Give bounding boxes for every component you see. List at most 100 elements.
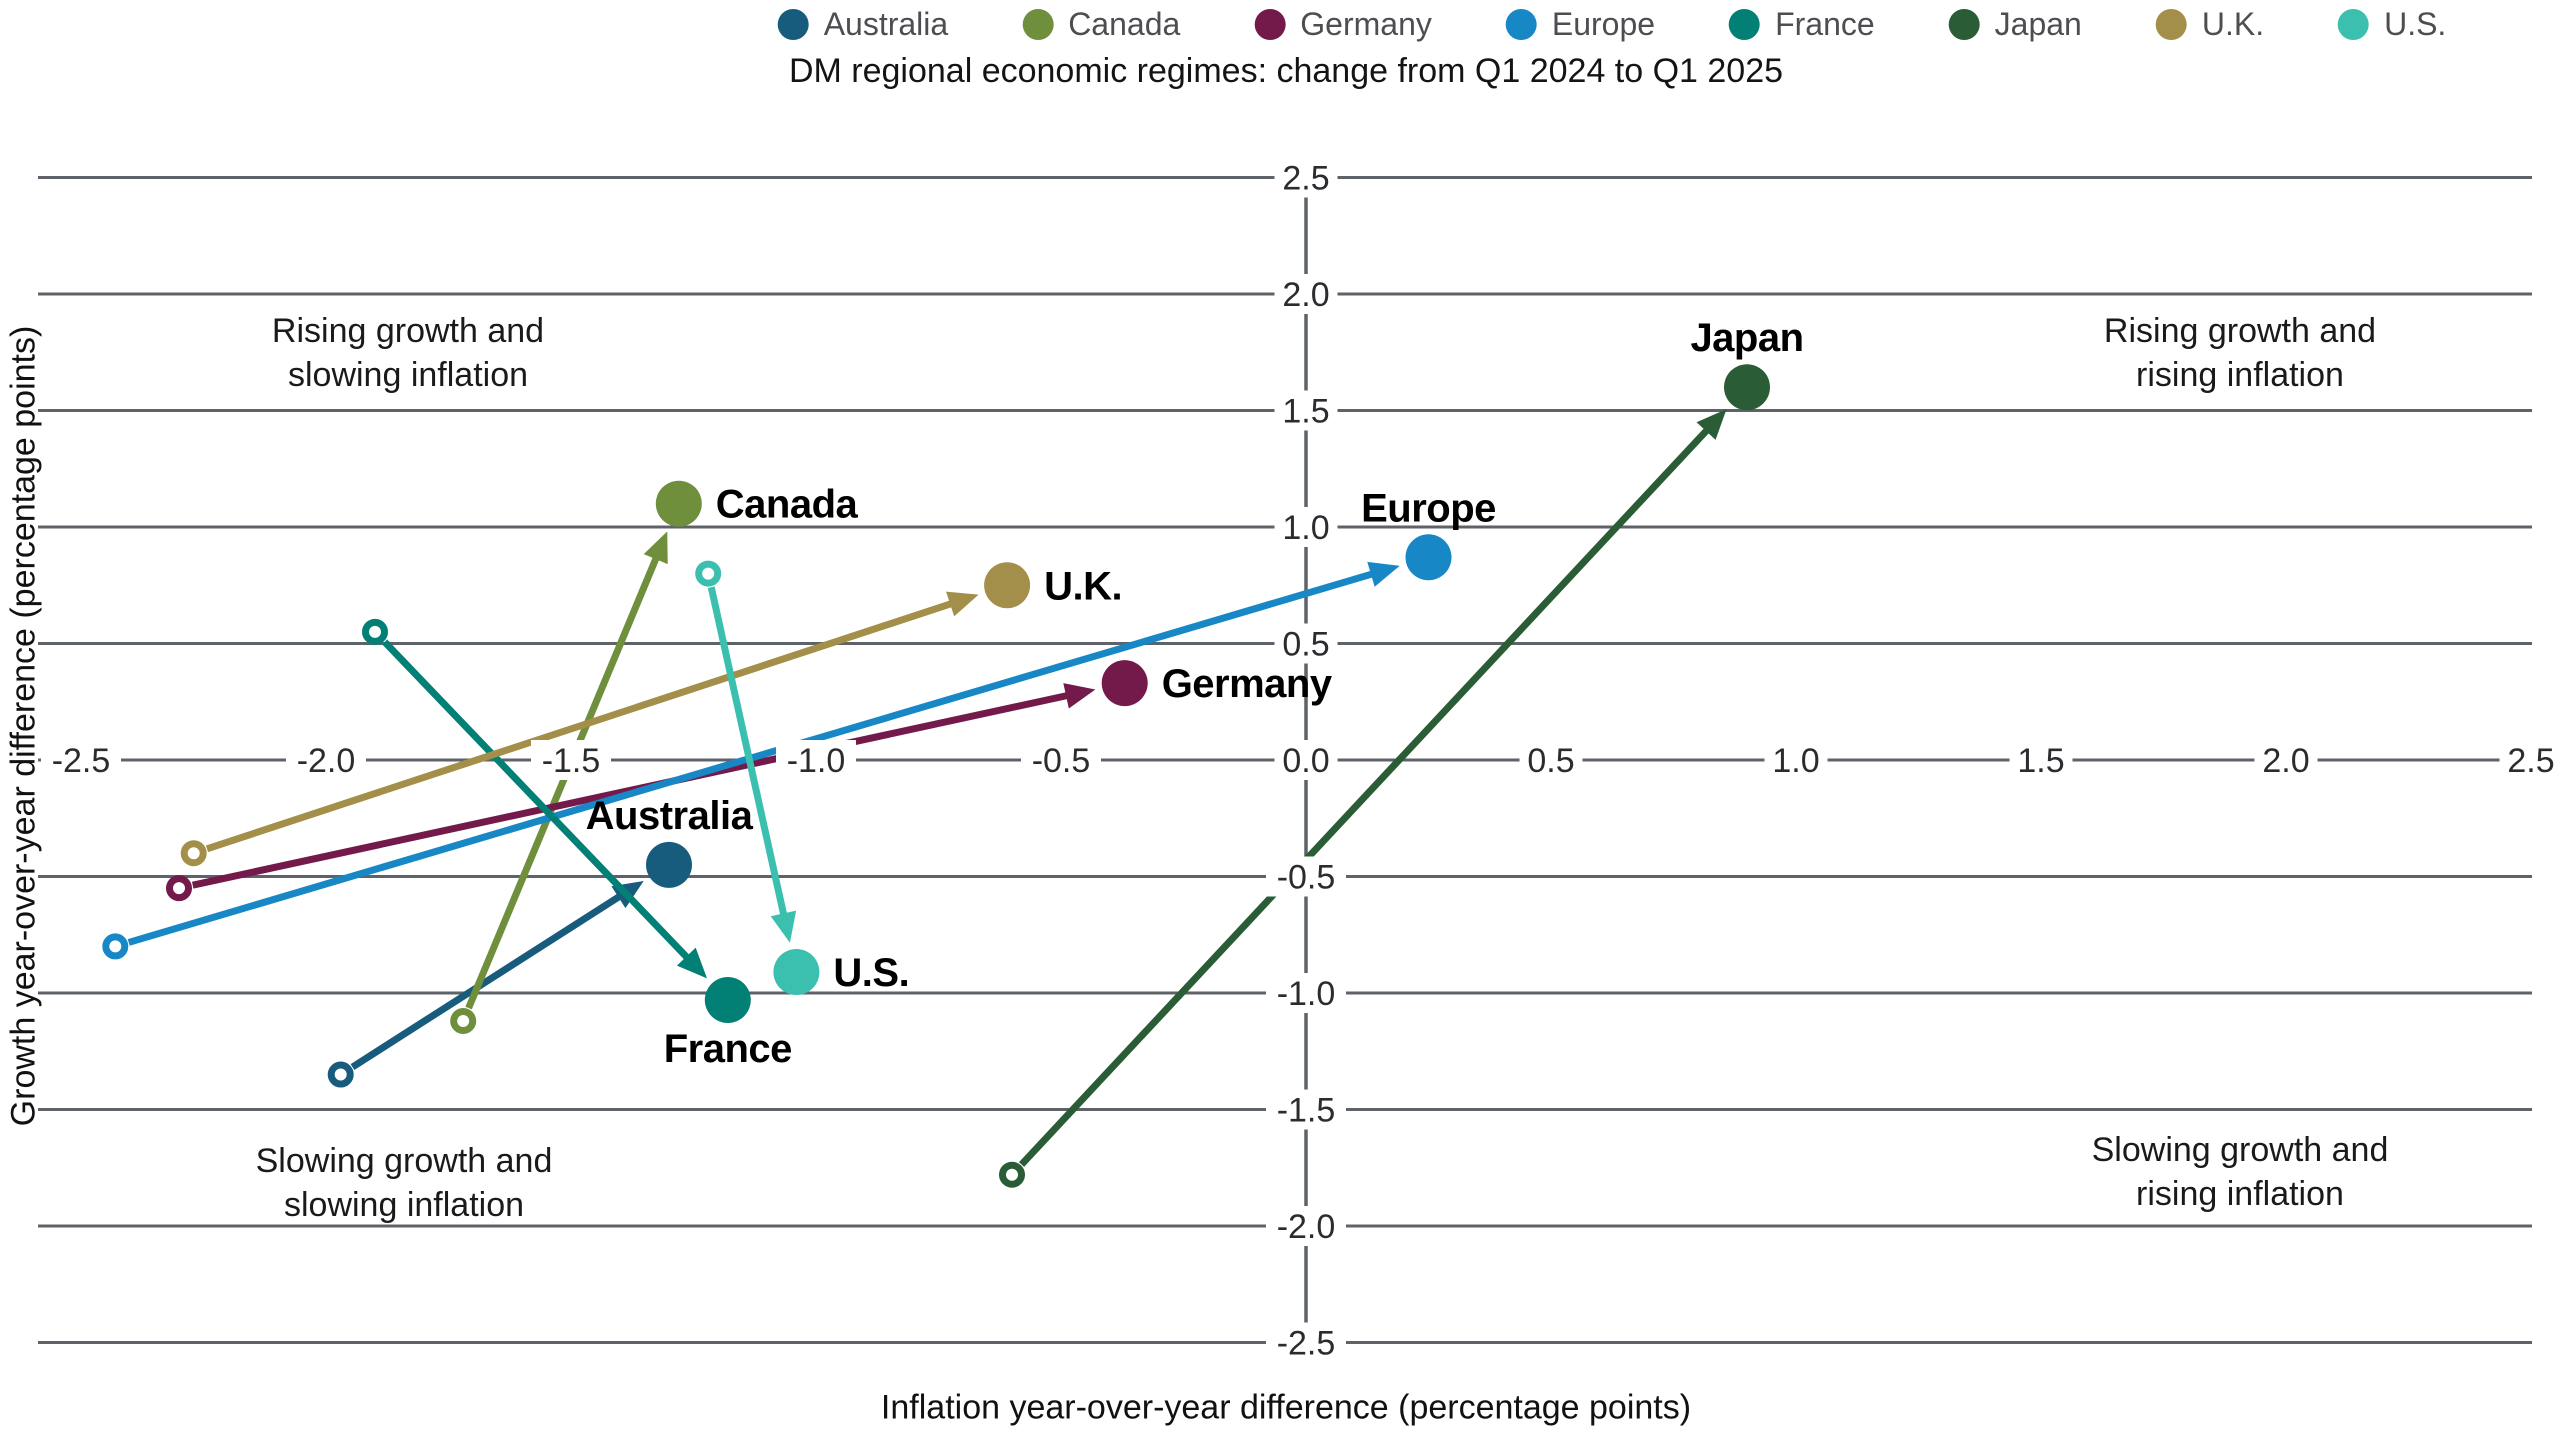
- legend-item-japan: Japan: [1948, 5, 2082, 43]
- country-label-Japan: Japan: [1690, 316, 1803, 360]
- chart-title: DM regional economic regimes: change fro…: [788, 52, 1784, 90]
- y-tick-2.5: 2.5: [1282, 160, 1329, 198]
- legend-label: Europe: [1551, 5, 1656, 42]
- y-tick-2-bg: [1274, 274, 1338, 314]
- legend-item-canada: Canada: [1022, 6, 1180, 43]
- x-tick--2.5: -2.5: [52, 742, 111, 780]
- quadrant-label-bottom-right: Slowing growth and rising inflation: [2091, 1130, 2389, 1213]
- arrow-line-U.K.: [205, 598, 959, 853]
- arrows-layer: [127, 409, 1727, 1167]
- legend-label: Germany: [1300, 5, 1432, 42]
- point-q1-2024-Canada: [450, 1007, 477, 1034]
- point-q1-2024-Australia: [327, 1061, 354, 1088]
- y-tick--1.5: -1.5: [1277, 1092, 1336, 1130]
- legend-swatch-icon: [2338, 8, 2370, 40]
- legend-item-europe: Europe: [1505, 5, 1656, 43]
- x-tick--2: -2.0: [297, 742, 356, 780]
- y-tick--1: -1.0: [1277, 975, 1336, 1013]
- x-tick-1.5: 1.5: [2017, 742, 2064, 780]
- y-tick-1-bg: [1274, 507, 1338, 547]
- point-q1-2025-Australia: [646, 841, 692, 888]
- point-q1-2024-Europe: [102, 933, 129, 960]
- legend-swatch-icon: [1948, 8, 1980, 40]
- x-tick-2: 2.0: [2262, 742, 2309, 780]
- legend-item-uk: U.K.: [2155, 5, 2265, 43]
- x-tick--0.5: -0.5: [1032, 742, 1091, 780]
- legend-item-us: U.S.: [2338, 6, 2446, 43]
- points-layer: [102, 364, 1770, 1188]
- legend-item-germany: Germany: [1254, 6, 1432, 43]
- point-q1-2024-U.S.: [695, 560, 722, 587]
- legend-label: U.S.: [2384, 5, 2447, 42]
- point-q1-2025-France: [704, 976, 751, 1023]
- x-tick-0.5-bg: [1519, 740, 1583, 780]
- y-tick--2-bg: [1266, 1206, 1346, 1246]
- quadrant-label-bottom-left: Slowing growth and slowing inflation: [255, 1141, 553, 1224]
- x-tick--1-bg: [776, 740, 856, 780]
- arrow-line-France: [382, 639, 695, 965]
- legend-swatch-icon: [1505, 8, 1537, 40]
- country-label-U.K.: U.K.: [1044, 564, 1122, 608]
- country-label-Canada: Canada: [716, 483, 859, 527]
- point-q1-2025-U.S.: [773, 949, 820, 996]
- arrow-line-U.S.: [707, 586, 789, 923]
- legend-swatch-icon: [2155, 8, 2187, 40]
- point-q1-2025-U.K.: [984, 562, 1031, 609]
- legend-swatch-icon: [1022, 8, 1054, 40]
- point-q1-2025-Europe: [1405, 534, 1452, 581]
- arrowhead-Japan: [1696, 409, 1727, 440]
- y-tick--0.5-bg: [1266, 856, 1346, 897]
- origin-tick-bg: [1274, 740, 1338, 780]
- arrowhead-Canada: [643, 531, 668, 565]
- country-label-Australia: Australia: [586, 794, 754, 838]
- arrowhead-Germany: [1063, 683, 1096, 709]
- point-q1-2025-Japan: [1724, 364, 1770, 411]
- x-tick-1-bg: [1764, 740, 1828, 780]
- legend-item-france: France: [1729, 6, 1875, 43]
- legend-label: Japan: [1994, 5, 2082, 42]
- x-tick--2-bg: [286, 740, 366, 780]
- legend-swatch-icon: [1729, 8, 1761, 40]
- x-tick-2-bg: [2254, 740, 2318, 780]
- x-tick-1: 1.0: [1772, 742, 1819, 780]
- arrow-line-Europe: [127, 568, 1380, 946]
- country-label-U.S.: U.S.: [833, 951, 909, 995]
- point-q1-2025-Canada: [655, 480, 702, 527]
- arrowhead-Europe: [1367, 561, 1400, 587]
- x-tick-0.5: 0.5: [1527, 742, 1574, 780]
- arrowhead-U.S.: [770, 910, 797, 943]
- y-tick-1: 1.0: [1282, 509, 1329, 547]
- x-tick-1.5-bg: [2009, 740, 2073, 780]
- y-tick--2: -2.0: [1277, 1208, 1336, 1246]
- x-tick--1.5-bg: [531, 740, 611, 780]
- origin-tick: 0.0: [1282, 742, 1329, 780]
- legend-item-australia: Australia: [777, 5, 949, 43]
- x-tick--2.5-bg: [41, 740, 121, 780]
- y-tick-2.5-bg: [1274, 157, 1338, 198]
- point-q1-2025-Germany: [1101, 660, 1148, 707]
- y-tick-2: 2.0: [1282, 276, 1329, 314]
- x-axis-title: Inflation year-over-year difference (per…: [880, 1388, 1692, 1427]
- y-tick--1-bg: [1266, 973, 1346, 1013]
- legend-label: U.K.: [2201, 5, 2265, 42]
- point-q1-2024-France: [362, 618, 388, 645]
- arrow-line-Australia: [350, 889, 628, 1070]
- arrow-line-Japan: [1018, 422, 1715, 1167]
- point-q1-2024-U.K.: [180, 840, 207, 867]
- y-tick-0.5-bg: [1274, 623, 1338, 664]
- country-labels-layer: Australia Canada Germany Europe France Japan U…: [586, 316, 1804, 1071]
- point-q1-2024-Germany: [166, 875, 192, 902]
- x-tick-2.5-bg: [2499, 740, 2560, 780]
- legend-label: Australia: [823, 5, 949, 42]
- legend: Australia Canada Germany Europe France Japan U…: [777, 2, 2446, 46]
- y-tick--0.5: -0.5: [1277, 859, 1336, 897]
- y-tick-1.5-bg: [1274, 390, 1338, 431]
- point-q1-2024-Japan: [999, 1161, 1025, 1188]
- legend-swatch-icon: [1254, 8, 1286, 40]
- quadrant-label-top-left: Rising growth and slowing inflation: [271, 311, 545, 394]
- country-label-Europe: Europe: [1361, 486, 1496, 530]
- y-tick--2.5: -2.5: [1277, 1325, 1336, 1363]
- y-tick-1.5: 1.5: [1282, 393, 1329, 431]
